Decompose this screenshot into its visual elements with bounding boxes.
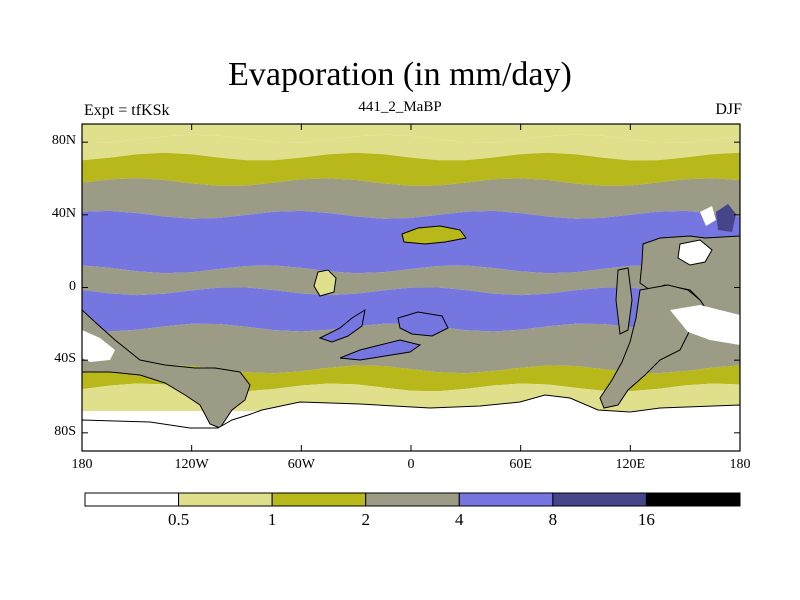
chart-title: Evaporation (in mm/day) xyxy=(228,56,572,93)
colorbar-swatch xyxy=(271,492,367,507)
colorbar-label: 8 xyxy=(548,510,558,529)
colorbar-label: 16 xyxy=(637,510,655,529)
contour-band xyxy=(82,265,740,296)
white-spot-north xyxy=(700,206,716,226)
contour-field xyxy=(82,124,740,451)
colorbar-swatch xyxy=(178,492,273,507)
north-hotspot-patch xyxy=(677,239,713,266)
antarctica-continent xyxy=(82,394,740,451)
y-tick-label: 40N xyxy=(51,205,76,221)
colorbar-swatch xyxy=(552,492,647,507)
white-low-evap-patch-west xyxy=(82,330,115,362)
contour-band xyxy=(82,287,740,332)
y-tick-label: 80N xyxy=(51,133,76,149)
x-tick-label: 180 xyxy=(71,457,93,472)
experiment-label: Expt = tfKSk xyxy=(84,102,170,119)
island-c xyxy=(318,308,366,343)
island-e xyxy=(397,311,449,337)
island-b xyxy=(313,269,337,297)
colorbar-swatch xyxy=(458,492,554,507)
colorbar-label: 4 xyxy=(455,510,464,529)
x-tick-label: 0 xyxy=(407,457,415,472)
colorbar-swatch xyxy=(84,492,180,507)
y-tick-label: 40S xyxy=(54,351,76,367)
island-f xyxy=(615,267,633,335)
colorbar xyxy=(84,492,741,507)
y-tick-label: 0 xyxy=(69,278,76,294)
colorbar-label: 2 xyxy=(361,510,370,529)
x-tick-label: 120E xyxy=(615,457,646,472)
x-tick-label: 60E xyxy=(509,457,532,472)
x-tick-label: 180 xyxy=(729,457,751,472)
island-d xyxy=(339,339,422,361)
colorbar-swatch xyxy=(365,492,460,507)
island-a xyxy=(401,225,467,245)
contour-band xyxy=(82,124,740,143)
x-tick-label: 120W xyxy=(174,457,209,472)
y-tick-label: 80S xyxy=(54,423,76,439)
white-low-evap-patch-east xyxy=(670,305,740,345)
colorbar-label: 0.5 xyxy=(167,510,190,529)
colorbar-label: 1 xyxy=(267,510,277,529)
contour-band xyxy=(82,152,740,186)
contour-band xyxy=(82,178,740,219)
dark-blue-patch xyxy=(716,204,736,232)
x-tick-label: 60W xyxy=(287,457,315,472)
africa-continent xyxy=(82,309,251,429)
contour-band xyxy=(82,134,740,161)
season-label: DJF xyxy=(715,101,742,118)
time-label: 441_2_MaBP xyxy=(358,99,442,115)
colorbar-swatch xyxy=(645,492,741,507)
